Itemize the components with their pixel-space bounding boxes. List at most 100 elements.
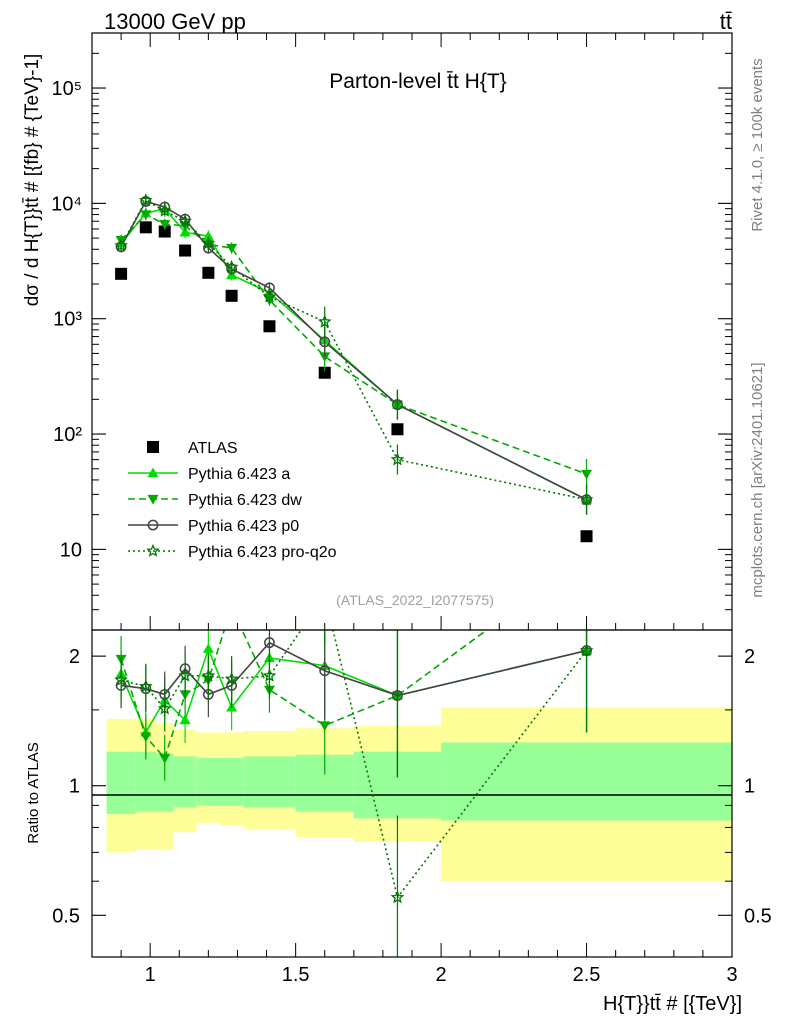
inner-band-bin	[243, 756, 296, 808]
legend: ATLAS Pythia 6.423 a Pythia 6.423 dw Pythia…	[128, 440, 337, 561]
inner-band-bin	[135, 751, 156, 812]
legend-marker-atlas	[147, 441, 159, 453]
ratio-y-axis-label: Ratio to ATLAS	[25, 742, 42, 843]
inner-band-bin	[156, 753, 174, 812]
main-y-axis-label: dσ / d H{T}}tt̄ # [{fb} # {TeV}-1]	[22, 54, 43, 307]
inner-band-bin	[173, 756, 197, 808]
legend-label-atlas: ATLAS	[188, 440, 238, 457]
legend-marker-pythia-6-423-a	[147, 467, 159, 478]
y-tick-label: 10²	[53, 424, 82, 446]
inner-band-bin	[220, 757, 244, 806]
series-line-pythia-6-423-dw	[120, 213, 587, 475]
ratio-point-pythia-6-423-pro-q2o	[178, 668, 192, 682]
ratio-point-pythia-6-423-p0	[264, 637, 275, 649]
main-panel: 10 10² 10³ 10⁴ 10⁵ Parton-level t̄t H{T} (AT…	[22, 32, 733, 631]
ratio-point-pythia-6-423-a	[202, 643, 214, 653]
data-point-pythia-6-423-dw	[140, 210, 152, 221]
x-tick-label: 2	[436, 964, 447, 986]
ratio-point-pythia-6-423-pro-q2o	[138, 679, 153, 693]
legend-marker-pythia-6-423-dw	[147, 494, 159, 505]
ratio-line-pythia-6-423-p0	[120, 641, 587, 697]
data-point-pythia-6-423-pro-q2o	[579, 492, 594, 506]
data-point-atlas	[115, 267, 128, 280]
ratio-point-pythia-6-423-dw	[226, 603, 237, 613]
data-point-pythia-6-423-pro-q2o	[262, 289, 277, 303]
ratio-point-pythia-6-423-dw	[140, 732, 152, 743]
data-point-pythia-6-423-pro-q2o	[317, 314, 332, 328]
ratio-tick-label-left: 2	[69, 646, 80, 668]
data-point-atlas	[318, 366, 331, 379]
y-tick-label: 10	[60, 539, 82, 561]
legend-marker-pythia-6-423-p0	[147, 519, 159, 531]
data-point-pythia-6-423-pro-q2o	[138, 193, 153, 207]
data-point-pythia-6-423-pro-q2o	[224, 259, 239, 273]
data-point-atlas	[580, 530, 593, 543]
ratio-point-pythia-6-423-a	[179, 714, 191, 725]
data-point-pythia-6-423-dw	[226, 243, 238, 254]
inner-band-bin	[106, 751, 136, 814]
data-point-pythia-6-423-a	[202, 230, 214, 241]
x-tick-label: 3	[726, 964, 737, 986]
ratio-point-pythia-6-423-pro-q2o	[390, 890, 405, 904]
ratio-line-pythia-6-423-pro-q2o	[120, 630, 588, 900]
ratio-tick-label-right: 0.5	[744, 905, 772, 927]
x-tick-label: 1	[145, 964, 156, 986]
x-axis-label: H{T}}tt̄ # [{TeV}]	[603, 993, 742, 1015]
legend-label-pythia-6-423-pro-q2o: Pythia 6.423 pro-q2o	[188, 544, 337, 561]
inner-band-bin	[196, 757, 220, 806]
data-point-atlas	[391, 423, 404, 436]
data-point-pythia-6-423-p0	[392, 399, 403, 411]
data-point-pythia-6-423-dw	[581, 469, 593, 480]
data-point-pythia-6-423-a	[179, 226, 191, 237]
ratio-point-pythia-6-423-p0	[319, 665, 331, 677]
data-point-pythia-6-423-dw	[319, 352, 331, 363]
main-frame	[91, 32, 733, 631]
ratio-point-pythia-6-423-dw	[581, 553, 592, 563]
ratio-line-pythia-6-423-dw	[120, 630, 489, 760]
ratio-tick-label-right: 1	[744, 776, 755, 798]
legend-marker-pythia-6-423-pro-q2o	[146, 543, 160, 557]
main-axis-ticks: 10 10² 10³ 10⁴ 10⁵	[51, 32, 733, 631]
energy-label: 13000 GeV pp	[104, 9, 246, 34]
mcplots-label: mcplots.cern.ch [arXiv:2401.10621]	[749, 362, 766, 597]
data-point-atlas	[263, 320, 276, 333]
ratio-point-pythia-6-423-dw	[159, 753, 171, 764]
data-point-atlas	[202, 266, 215, 279]
y-tick-label: 10⁴	[51, 193, 82, 215]
y-tick-label: 10³	[53, 309, 82, 331]
data-point-pythia-6-423-pro-q2o	[178, 214, 192, 228]
ratio-point-pythia-6-423-pro-q2o	[224, 671, 239, 685]
data-point-pythia-6-423-pro-q2o	[157, 203, 172, 217]
ratio-axis-ticks: 0.5 0.5 1 1 2 2 1 1.5 2 2.5 3	[52, 646, 772, 986]
rivet-label: Rivet 4.1.0, ≥ 100k events	[749, 58, 766, 231]
data-point-atlas	[225, 289, 238, 302]
ratio-point-pythia-6-423-pro-q2o	[157, 701, 172, 715]
ratio-point-pythia-6-423-pro-q2o	[114, 672, 128, 686]
data-point-pythia-6-423-p0	[319, 336, 331, 348]
y-tick-label: 10⁵	[51, 78, 82, 100]
ratio-point-pythia-6-423-p0	[392, 690, 403, 701]
ratio-point-pythia-6-423-pro-q2o	[320, 590, 331, 600]
legend-label-pythia-6-423-a: Pythia 6.423 a	[188, 466, 290, 483]
ratio-tick-label-left: 0.5	[52, 905, 80, 927]
ratio-point-pythia-6-423-pro-q2o	[579, 643, 594, 657]
legend-label-pythia-6-423-dw: Pythia 6.423 dw	[188, 492, 302, 509]
legend-label-pythia-6-423-p0: Pythia 6.423 p0	[188, 518, 299, 535]
process-label: tt̄	[720, 9, 732, 34]
ratio-line-pythia-6-423-a	[120, 646, 587, 735]
plot-title: Parton-level t̄t H{T}	[329, 70, 506, 93]
ratio-point-pythia-6-423-dw	[319, 721, 331, 731]
data-point-atlas	[158, 225, 171, 238]
data-point-pythia-6-423-pro-q2o	[114, 238, 128, 252]
data-point-pythia-6-423-pro-q2o	[201, 236, 216, 250]
reference-label: (ATLAS_2022_I2077575)	[336, 592, 494, 608]
data-point-pythia-6-423-pro-q2o	[390, 452, 405, 466]
data-point-atlas	[139, 221, 152, 234]
data-point-pythia-6-423-dw	[159, 220, 171, 230]
main-marks	[114, 193, 594, 543]
main-series-lines	[120, 199, 587, 501]
ratio-tick-label-right: 2	[744, 646, 755, 668]
ratio-panel: 0.5 0.5 1 1 2 2 1 1.5 2 2.5 3 Ratio to ATLAS H{T}}…	[25, 553, 772, 1015]
series-line-pythia-6-423-p0	[120, 200, 587, 501]
